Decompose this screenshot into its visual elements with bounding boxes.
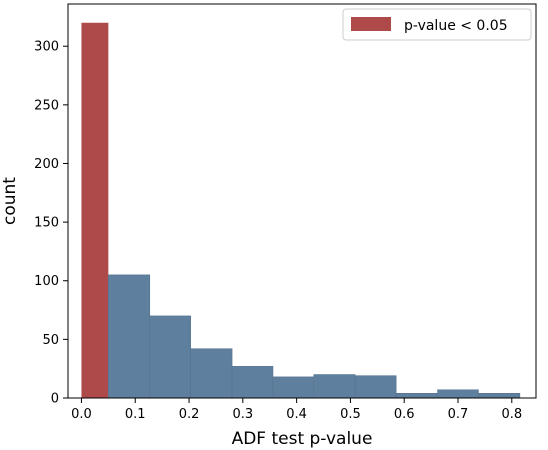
legend: p-value < 0.05 <box>342 8 532 41</box>
x-tick-label: 0.8 <box>501 407 522 422</box>
bar-nonsignificant-8 <box>437 389 479 399</box>
bar-nonsignificant-5 <box>313 374 356 399</box>
plot-frame <box>67 3 537 399</box>
bar-nonsignificant-0 <box>108 274 151 399</box>
x-tick-label: 0.3 <box>232 407 253 422</box>
bar-nonsignificant-1 <box>149 315 191 399</box>
bar-nonsignificant-6 <box>354 375 397 399</box>
x-axis-title: ADF test p-value <box>232 429 373 449</box>
y-tick-label: 150 <box>34 216 59 231</box>
histogram-bars <box>81 22 521 399</box>
bar-nonsignificant-2 <box>190 348 233 399</box>
bar-nonsignificant-7 <box>395 393 438 399</box>
x-tick-label: 0.4 <box>286 407 307 422</box>
legend-label-significant: p-value < 0.05 <box>404 18 508 34</box>
x-axis-ticks: 0.0 0.1 0.2 0.3 0.4 0.5 0.6 0.7 0.8 <box>71 398 522 422</box>
x-tick-label: 0.7 <box>448 407 469 422</box>
bar-nonsignificant-4 <box>272 376 315 399</box>
legend-swatch-significant <box>351 17 391 31</box>
y-tick-label: 300 <box>34 40 59 55</box>
legend-box <box>342 8 532 41</box>
y-axis-title: count <box>0 177 20 225</box>
bar-significant-0 <box>81 22 109 398</box>
y-tick-label: 250 <box>34 98 59 113</box>
y-tick-label: 100 <box>34 274 59 289</box>
y-tick-label: 50 <box>42 333 59 348</box>
x-tick-label: 0.5 <box>340 407 361 422</box>
y-tick-label: 200 <box>34 157 59 172</box>
y-tick-label: 0 <box>51 392 59 407</box>
y-axis-ticks: 0 50 100 150 200 250 300 <box>34 40 68 407</box>
x-tick-label: 0.6 <box>394 407 415 422</box>
x-tick-label: 0.2 <box>179 407 200 422</box>
bar-nonsignificant-3 <box>231 366 274 399</box>
bar-nonsignificant-9 <box>478 393 521 399</box>
x-tick-label: 0.0 <box>71 407 92 422</box>
x-tick-label: 0.1 <box>125 407 146 422</box>
